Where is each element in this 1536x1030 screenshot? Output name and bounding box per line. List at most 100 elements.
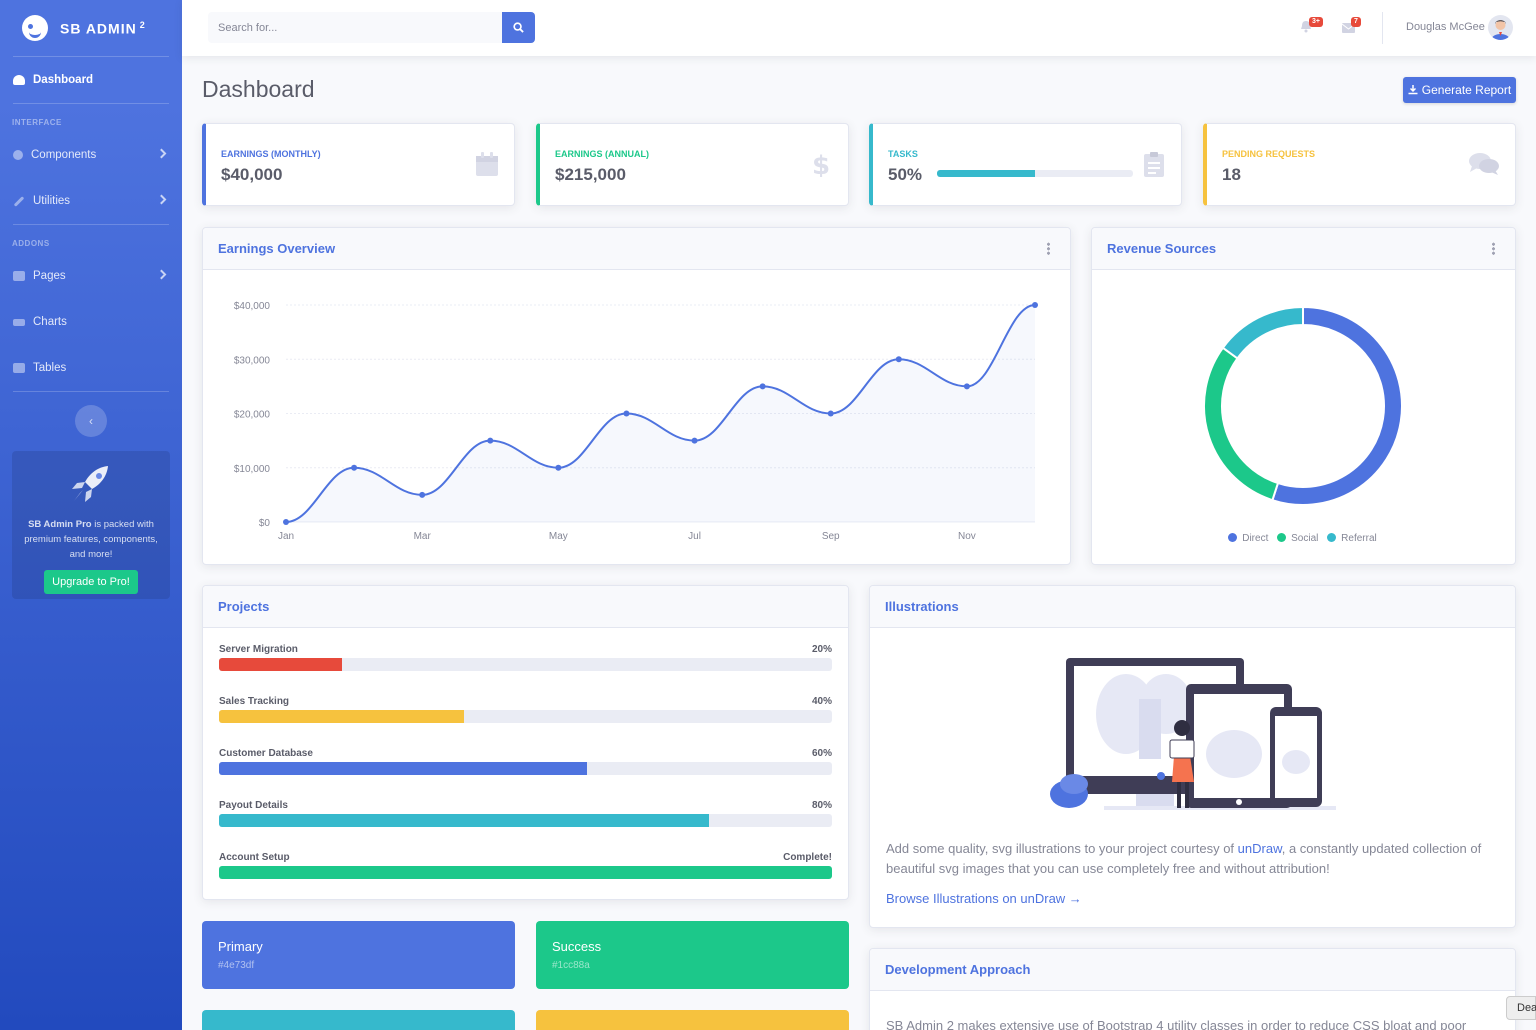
messages-dropdown[interactable]: 7 [1341,17,1361,33]
chart-legend: Direct Social Referral [1092,533,1515,544]
y-tick-label: $10,000 [234,464,271,475]
sidebar-item-tables[interactable]: Tables [0,345,182,391]
data-point [895,356,902,363]
data-point [623,410,630,417]
progress-track [219,762,832,775]
x-tick-label: Mar [414,531,432,542]
data-point [1032,302,1038,308]
alerts-badge: 3+ [1309,17,1323,27]
projects-card: Projects Server Migration 20% Sales Trac… [202,585,849,900]
laugh-wink-icon [22,15,48,41]
wrench-icon [13,195,25,207]
data-point [759,383,766,390]
sidebar-item-label: Tables [33,362,67,374]
comments-icon [1469,153,1499,175]
color-card-success: Success #1cc88a [536,921,849,989]
chevron-left-icon: ‹ [89,414,93,428]
generate-report-button[interactable]: Generate Report [1403,77,1516,103]
illustrations-description: Add some quality, svg illustrations to y… [886,841,1482,876]
search-group [208,12,535,43]
color-card-warning [536,1010,849,1030]
bell-icon [1301,21,1311,33]
stat-card-earnings-monthly: Earnings (Monthly) $40,000 [202,123,515,206]
development-text: SB Admin 2 makes extensive use of Bootst… [886,1018,1467,1030]
donut-slice-referral [1221,305,1304,360]
upgrade-button[interactable]: Upgrade to Pro! [44,570,138,594]
project-name: Server Migration [219,644,298,655]
sidebar-divider [13,224,169,225]
color-card-primary: Primary #4e73df [202,921,515,989]
donut-slice-direct [1271,305,1403,506]
project-row: Customer Database 60% [219,748,832,788]
project-percent: 80% [811,800,832,811]
page-title: Dashboard [202,76,315,102]
sidebar-item-components[interactable]: Components [0,132,182,178]
sidebar-item-label: Components [31,149,97,161]
sidebar-brand[interactable]: SB ADMIN 2 [0,0,182,56]
data-point [419,491,426,498]
project-percent: 40% [811,696,832,707]
earnings-line-chart: $0 $10,000 $20,000 $30,000 $40,000 Jan Mar May J… [234,301,1038,542]
more-vertical-icon[interactable] [1492,242,1495,255]
undraw-link[interactable]: unDraw [1237,841,1282,856]
donut-slice-social [1203,346,1280,502]
project-row: Account Setup Complete! [219,852,832,892]
chevron-right-icon [156,194,167,205]
legend-item-social: Social [1277,533,1320,544]
sidebar-item-label: Dashboard [33,74,94,86]
data-point [351,464,358,471]
dollar-icon: $ [812,151,830,177]
x-tick-label: Sep [822,531,840,542]
calendar-icon [476,152,498,176]
sidebar-item-dashboard[interactable]: Dashboard [0,57,182,103]
sidebar: SB ADMIN 2 Dashboard INTERFACE Components… [0,0,182,1030]
sidebar-item-utilities[interactable]: Utilities [0,178,182,224]
chevron-right-icon [156,148,167,159]
brand-name: SB ADMIN 2 [60,19,146,37]
card-header: Earnings Overview [203,228,1070,270]
color-name: Primary [218,939,263,954]
stat-label: Earnings (Annual) [555,149,649,159]
revenue-donut-chart [1203,305,1403,506]
sidebar-promo-card: SB Admin Pro is packed with premium feat… [12,451,170,599]
card-title: Development Approach [885,962,1031,977]
sidebar-divider [13,56,169,57]
user-name[interactable]: Douglas McGee [1406,21,1485,33]
tasks-progress-fill [937,170,1035,177]
sidebar-heading-addons: ADDONS [12,239,50,248]
sidebar-item-pages[interactable]: Pages [0,253,182,299]
search-button[interactable] [502,12,535,43]
card-title: Projects [218,599,270,614]
card-header: Development Approach [870,949,1515,991]
progress-track [219,658,832,671]
data-point [283,519,289,525]
color-hex: #1cc88a [552,960,590,971]
progress-fill [219,866,832,879]
alerts-dropdown[interactable]: 3+ [1300,17,1323,33]
project-percent: 20% [811,644,832,655]
sidebar-item-charts[interactable]: Charts [0,299,182,345]
x-tick-label: Nov [958,531,976,542]
browse-illustrations-link[interactable]: Browse Illustrations on unDraw → [886,891,1082,906]
more-vertical-icon[interactable] [1047,242,1050,255]
series-line [285,304,1036,523]
area-chart-icon [13,318,25,326]
legend-item-direct: Direct [1228,533,1270,544]
avatar[interactable] [1488,15,1513,40]
sidebar-heading-interface: INTERFACE [12,118,62,127]
project-percent: Complete! [783,852,832,863]
color-card-info [202,1010,515,1030]
project-row: Payout Details 80% [219,800,832,840]
project-name: Customer Database [219,748,313,759]
progress-track [219,710,832,723]
sidebar-divider [13,391,169,392]
data-point [555,464,562,471]
corner-widget-button[interactable]: Dea [1506,996,1536,1020]
color-hex: #4e73df [218,960,255,971]
sidebar-toggle-button[interactable]: ‹ [75,405,107,437]
user-avatar-image [1491,20,1510,40]
legend-item-referral: Referral [1327,533,1379,544]
progress-fill [219,762,587,775]
search-input[interactable] [208,12,502,43]
stat-label: Earnings (Monthly) [221,149,321,159]
